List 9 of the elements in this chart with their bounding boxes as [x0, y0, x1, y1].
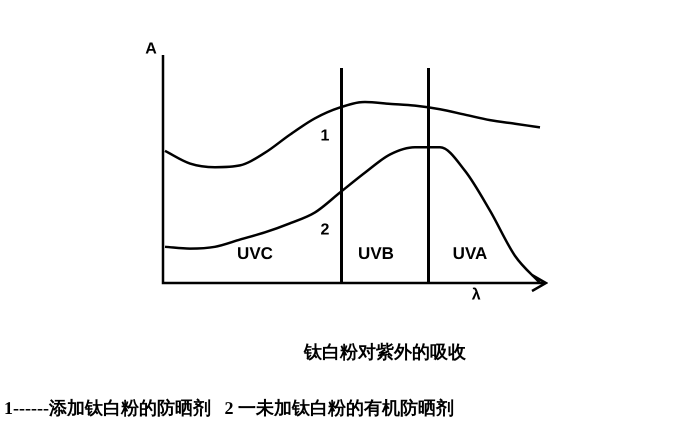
series-label: 2: [320, 221, 330, 238]
series-label: 1: [320, 127, 330, 144]
annotation: UVB: [358, 244, 394, 264]
y-axis-title: A: [145, 40, 158, 58]
annotation: UVC: [237, 244, 273, 264]
text: 钛白粉对紫外的吸收: [302, 341, 467, 364]
x-axis-title: λ: [472, 286, 481, 304]
annotation: UVA: [452, 244, 488, 264]
text: 1------添加钛白粉的防晒剂 2 一未加钛白粉的有机防晒剂: [4, 397, 454, 420]
